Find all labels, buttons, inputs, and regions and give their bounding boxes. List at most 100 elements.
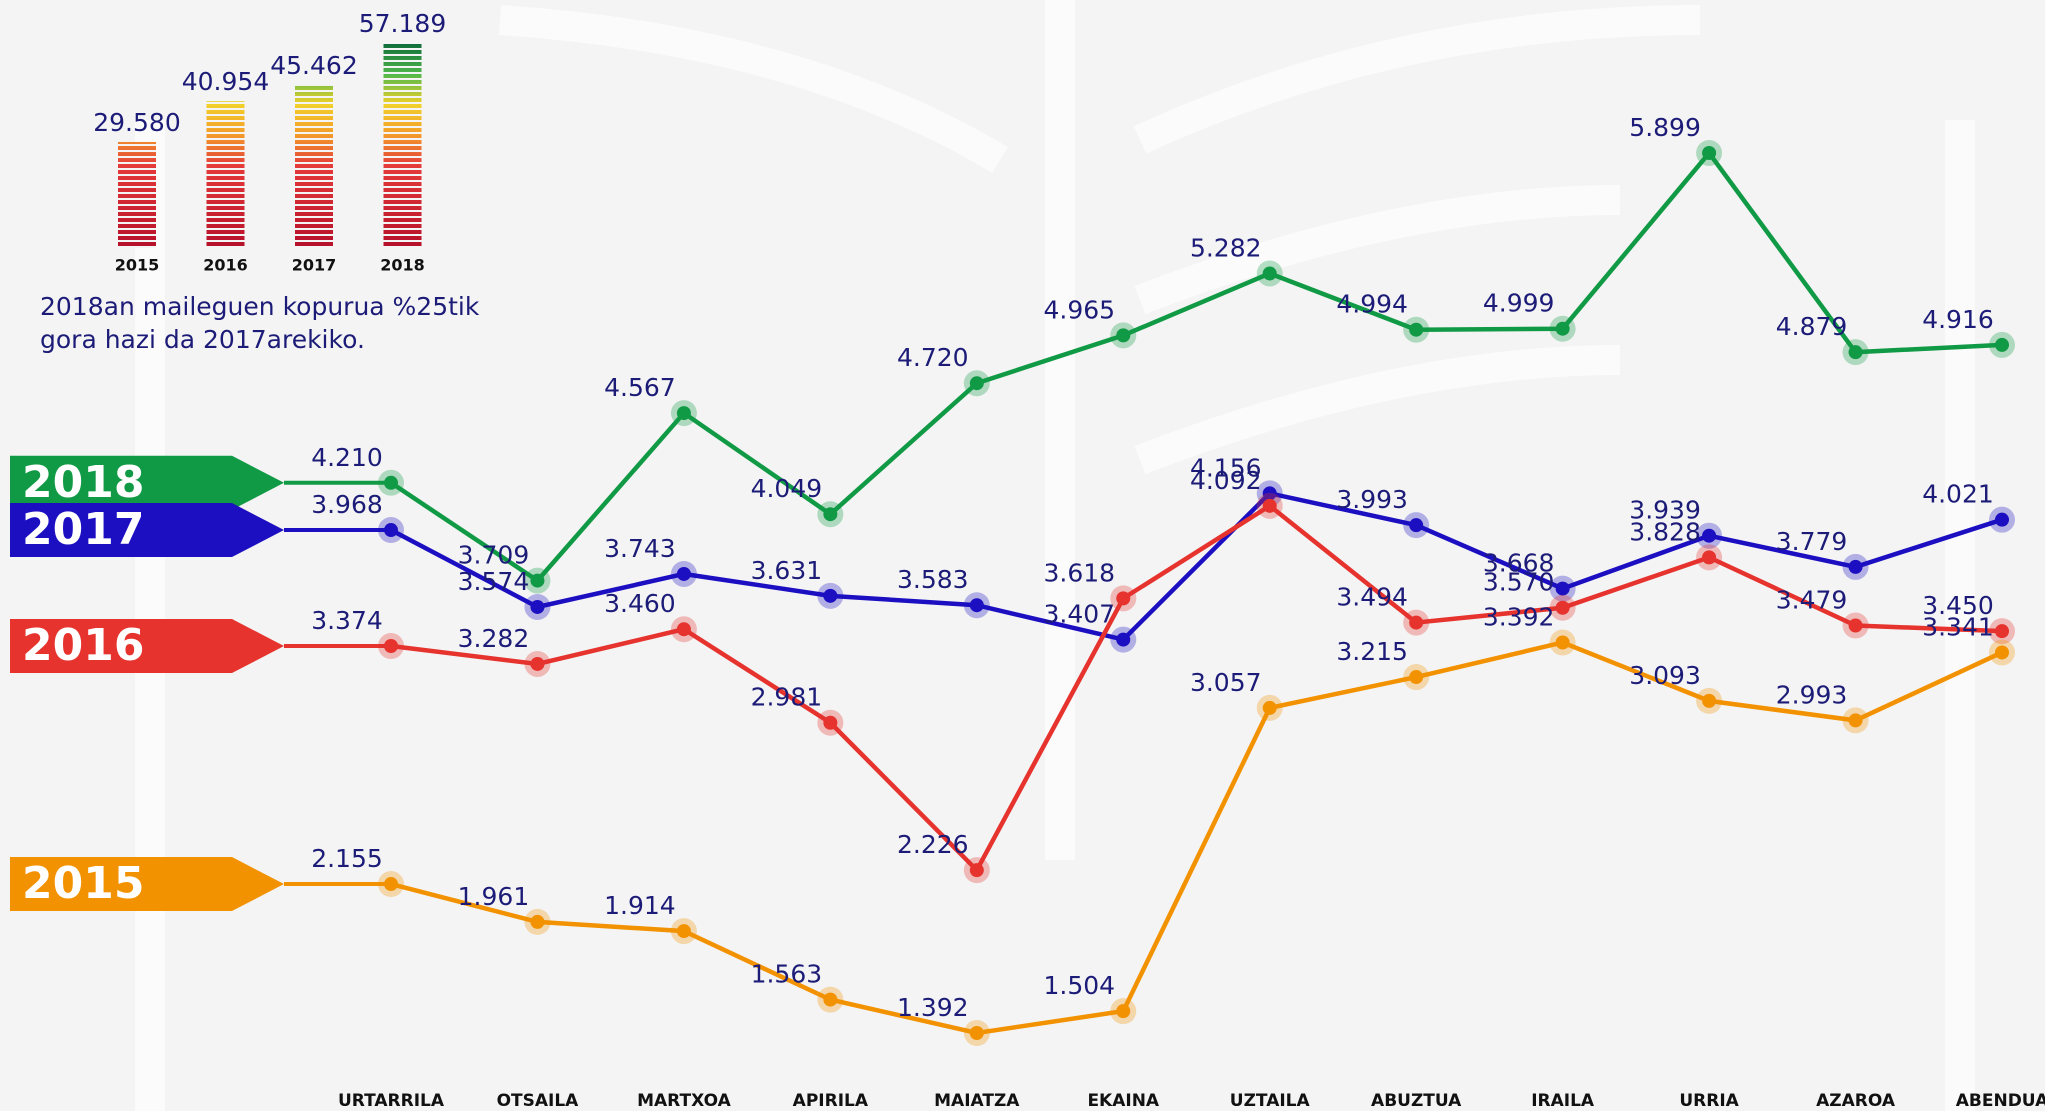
value-label: 3.093 <box>1629 661 1701 690</box>
value-label: 1.504 <box>1043 971 1115 1000</box>
value-label: 3.570 <box>1483 568 1555 597</box>
bar-value-label: 57.189 <box>359 9 446 38</box>
value-label: 3.828 <box>1629 517 1701 546</box>
point <box>384 523 398 537</box>
point <box>1995 513 2009 527</box>
point <box>677 924 691 938</box>
value-label: 3.743 <box>604 534 676 563</box>
point <box>677 622 691 636</box>
month-label: UZTAILA <box>1230 1091 1311 1111</box>
value-label: 3.779 <box>1776 527 1848 556</box>
value-label: 4.049 <box>751 474 823 503</box>
point <box>823 507 837 521</box>
point <box>1556 322 1570 336</box>
chart: 29.580201540.954201645.462201757.1892018… <box>0 0 2045 1111</box>
point <box>1409 616 1423 630</box>
value-label: 2.993 <box>1776 680 1848 709</box>
value-label: 3.968 <box>311 490 383 519</box>
point <box>1849 560 1863 574</box>
point <box>1556 582 1570 596</box>
point <box>1263 499 1277 513</box>
point <box>1116 1004 1130 1018</box>
value-label: 1.563 <box>751 960 823 989</box>
value-label: 3.574 <box>458 567 530 596</box>
month-label: IRAILA <box>1531 1091 1595 1111</box>
point <box>1116 328 1130 342</box>
note: 2018an maileguen kopurua %25tik gora haz… <box>40 290 530 356</box>
month-label: OTSAILA <box>497 1091 580 1111</box>
value-label: 3.392 <box>1483 602 1555 631</box>
value-label: 3.374 <box>311 606 383 635</box>
value-label: 1.914 <box>604 891 676 920</box>
value-label: 3.479 <box>1776 586 1848 615</box>
value-label: 3.407 <box>1043 600 1115 629</box>
point <box>530 915 544 929</box>
point <box>1995 338 2009 352</box>
series-tag-label: 2017 <box>22 504 144 555</box>
series-tag-label: 2016 <box>22 620 144 671</box>
value-label: 5.282 <box>1190 233 1262 262</box>
value-label: 4.965 <box>1043 295 1115 324</box>
point <box>1556 601 1570 615</box>
point <box>1702 550 1716 564</box>
month-label: AZAROA <box>1816 1091 1896 1111</box>
value-label: 3.215 <box>1336 637 1408 666</box>
point <box>1263 266 1277 280</box>
value-label: 2.226 <box>897 830 969 859</box>
month-label: ABUZTUA <box>1371 1091 1462 1111</box>
series-line <box>391 153 2002 581</box>
point <box>530 574 544 588</box>
value-label: 4.999 <box>1483 289 1555 318</box>
point <box>1849 345 1863 359</box>
bar-stripes <box>384 43 422 248</box>
value-label: 1.392 <box>897 993 969 1022</box>
series-tag-label: 2015 <box>22 858 144 909</box>
point <box>1116 633 1130 647</box>
value-label: 4.994 <box>1336 290 1408 319</box>
point <box>1409 323 1423 337</box>
bar-stripes <box>118 142 156 248</box>
value-label: 3.460 <box>604 589 676 618</box>
bar-year-label: 2018 <box>380 256 425 275</box>
point <box>1116 591 1130 605</box>
point <box>1849 619 1863 633</box>
value-label: 4.916 <box>1922 305 1994 334</box>
value-label: 4.567 <box>604 373 676 402</box>
bar-year-label: 2015 <box>115 256 160 275</box>
value-label: 5.899 <box>1629 113 1701 142</box>
value-label: 4.092 <box>1190 466 1262 495</box>
month-label: MARTXOA <box>637 1091 731 1111</box>
value-label: 3.709 <box>458 541 530 570</box>
value-label: 4.720 <box>897 343 969 372</box>
bar-value-label: 29.580 <box>93 108 180 137</box>
point <box>677 567 691 581</box>
value-label: 2.155 <box>311 844 383 873</box>
point <box>530 657 544 671</box>
point <box>970 598 984 612</box>
point <box>1556 635 1570 649</box>
value-label: 3.993 <box>1336 485 1408 514</box>
point <box>823 589 837 603</box>
point <box>823 716 837 730</box>
point <box>1263 701 1277 715</box>
bar-year-label: 2017 <box>292 256 337 275</box>
point <box>970 376 984 390</box>
point <box>1702 694 1716 708</box>
value-label: 4.021 <box>1922 480 1994 509</box>
point <box>1409 670 1423 684</box>
value-label: 2.981 <box>751 683 823 712</box>
point <box>970 1026 984 1040</box>
point <box>677 406 691 420</box>
point <box>1995 645 2009 659</box>
value-label: 3.583 <box>897 565 969 594</box>
point <box>384 877 398 891</box>
month-label: URTARRILA <box>338 1091 445 1111</box>
point <box>823 993 837 1007</box>
month-label: MAIATZA <box>934 1091 1020 1111</box>
page: 29.580201540.954201645.462201757.1892018… <box>0 0 2045 1111</box>
point <box>970 863 984 877</box>
month-label: ABENDUA <box>1956 1091 2045 1111</box>
month-label: APIRILA <box>793 1091 869 1111</box>
value-label: 3.057 <box>1190 668 1262 697</box>
value-label: 3.618 <box>1043 558 1115 587</box>
